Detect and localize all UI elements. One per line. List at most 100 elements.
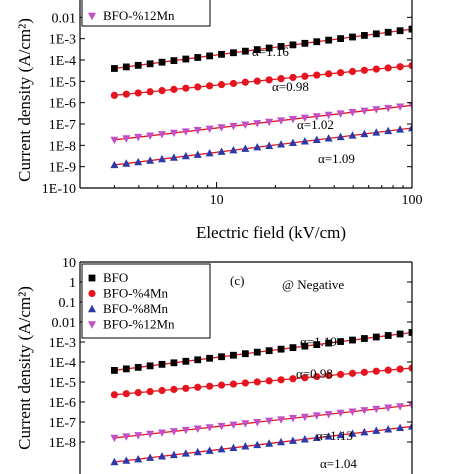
panel-b-data-point	[265, 76, 273, 84]
panel-c-data-point	[158, 452, 167, 460]
panel-c-legend-box	[81, 263, 211, 339]
panel-b-data-point	[134, 89, 142, 97]
panel-b-plot-area	[110, 25, 412, 169]
panel-b-data-point	[122, 90, 130, 98]
panel-c-data-point	[288, 415, 297, 423]
panel-c-y-tick-label: 1E-4	[49, 356, 76, 371]
panel-b-data-point	[169, 129, 178, 138]
panel-b-x-tick-label: 10	[210, 193, 224, 208]
panel-c-data-point	[205, 446, 214, 454]
panel-c-data-point	[325, 339, 333, 347]
panel-c-data-point	[265, 439, 274, 447]
panel-b-data-point	[336, 110, 345, 118]
panel-b-x-tick-label: 100	[402, 193, 423, 208]
panel-c-data-point	[336, 370, 345, 379]
panel-c-data-point	[408, 329, 412, 336]
panel-c-data-point	[337, 338, 344, 345]
panel-c-data-point	[396, 423, 405, 432]
panel-c-data-point	[396, 330, 404, 338]
panel-b-data-point	[110, 91, 119, 99]
panel-c-data-point	[206, 382, 214, 390]
panel-c-data-point	[396, 403, 405, 411]
panel-c-data-point	[146, 362, 154, 370]
panel-c-data-point	[218, 353, 225, 361]
panel-b-data-point	[300, 137, 309, 145]
panel-c-data-point	[206, 354, 214, 362]
panel-b-data-point	[241, 47, 249, 55]
panel-c-data-point	[122, 433, 131, 441]
panel-c-data-point	[194, 356, 202, 364]
panel-c-data-point	[134, 363, 142, 371]
panel-c-data-point	[182, 357, 190, 365]
panel-c-data-point	[300, 435, 309, 443]
panel-c-data-point	[265, 347, 273, 355]
panel-b-y-tick-label: 1E-4	[49, 54, 76, 69]
panel-c-data-point	[384, 404, 393, 412]
panel-c-data-point	[193, 425, 202, 433]
panel-c-data-point	[229, 421, 238, 429]
panel-b-series-3	[110, 102, 412, 145]
panel-c-data-point	[408, 364, 412, 372]
panel-c-data-point	[229, 443, 238, 451]
panel-c-data-point	[360, 407, 369, 415]
panel-c-data-point	[313, 372, 321, 381]
panel-b-data-point	[146, 60, 154, 68]
panel-b-data-point	[194, 54, 202, 61]
panel-c-data-point	[372, 333, 380, 341]
panel-b-data-point	[205, 125, 214, 134]
panel-c-data-point	[277, 376, 285, 384]
panel-b-data-point	[396, 125, 405, 133]
panel-c-data-point	[241, 442, 250, 450]
panel-b-data-point	[229, 122, 238, 131]
panel-b-data-point	[206, 82, 214, 90]
panel-b-data-point	[360, 66, 368, 74]
panel-b-series-1	[110, 61, 412, 99]
panel-c-legend-marker	[88, 289, 96, 298]
panel-c-data-point	[360, 427, 369, 436]
panel-b-data-point	[360, 129, 369, 138]
panel-b-data-point	[229, 145, 238, 154]
panel-b-data-point	[241, 144, 250, 152]
panel-c-data-point	[169, 428, 178, 436]
panel-c-data-point	[312, 412, 321, 420]
panel-b-data-point	[134, 133, 143, 142]
panel-c-data-point	[300, 413, 309, 422]
panel-c-data-point	[169, 450, 178, 459]
panel-c-data-point	[146, 387, 154, 396]
panel-b-data-point	[277, 75, 285, 83]
panel-c-data-point	[193, 447, 202, 456]
panel-b-data-point	[253, 120, 262, 128]
panel-c-data-point	[301, 374, 309, 382]
panel-b-data-point	[408, 61, 412, 70]
panel-c-legend-marker	[88, 274, 96, 282]
panel-b-data-point	[158, 86, 166, 95]
panel-b-data-point	[122, 159, 131, 167]
panel-c-data-point	[384, 366, 392, 374]
panel-c-y-tick-label: 10	[62, 256, 76, 271]
panel-c-data-point	[217, 381, 226, 389]
panel-c-data-point	[122, 390, 130, 398]
panel-c-data-point	[122, 456, 131, 464]
panel-c-data-point	[336, 409, 345, 418]
panel-c-data-point	[217, 444, 226, 453]
panel-c-data-point	[111, 367, 118, 374]
panel-b-slope-label: α=0.98	[272, 79, 309, 94]
panel-c-data-point	[289, 344, 297, 352]
panel-b-data-point	[277, 43, 285, 50]
panel-c-data-point	[110, 391, 119, 399]
panel-b-data-point	[408, 123, 412, 132]
panel-b-legend-marker	[88, 12, 96, 21]
panel-b-data-point	[396, 103, 405, 111]
panel-c-data-point	[241, 379, 249, 387]
panel-b-data-point	[324, 111, 333, 120]
panel-c-axes: 10 1 0.1 0.01 1E-3 1E-4 1E-5 1E-6 1E-7 1E-8	[49, 256, 413, 474]
panel-c-legend-label: BFO	[103, 270, 128, 285]
panel-b-fit-line-2	[114, 127, 412, 166]
panel-b-y-tick-label: 1E-10	[42, 182, 76, 197]
panel-c-data-point	[277, 416, 286, 424]
panel-c-panel-label: (c)	[230, 273, 244, 288]
panel-c-legend-label: BFO-%8Mn	[103, 301, 169, 316]
panel-c-data-point	[146, 453, 155, 461]
panel-c-data-point	[241, 420, 250, 428]
